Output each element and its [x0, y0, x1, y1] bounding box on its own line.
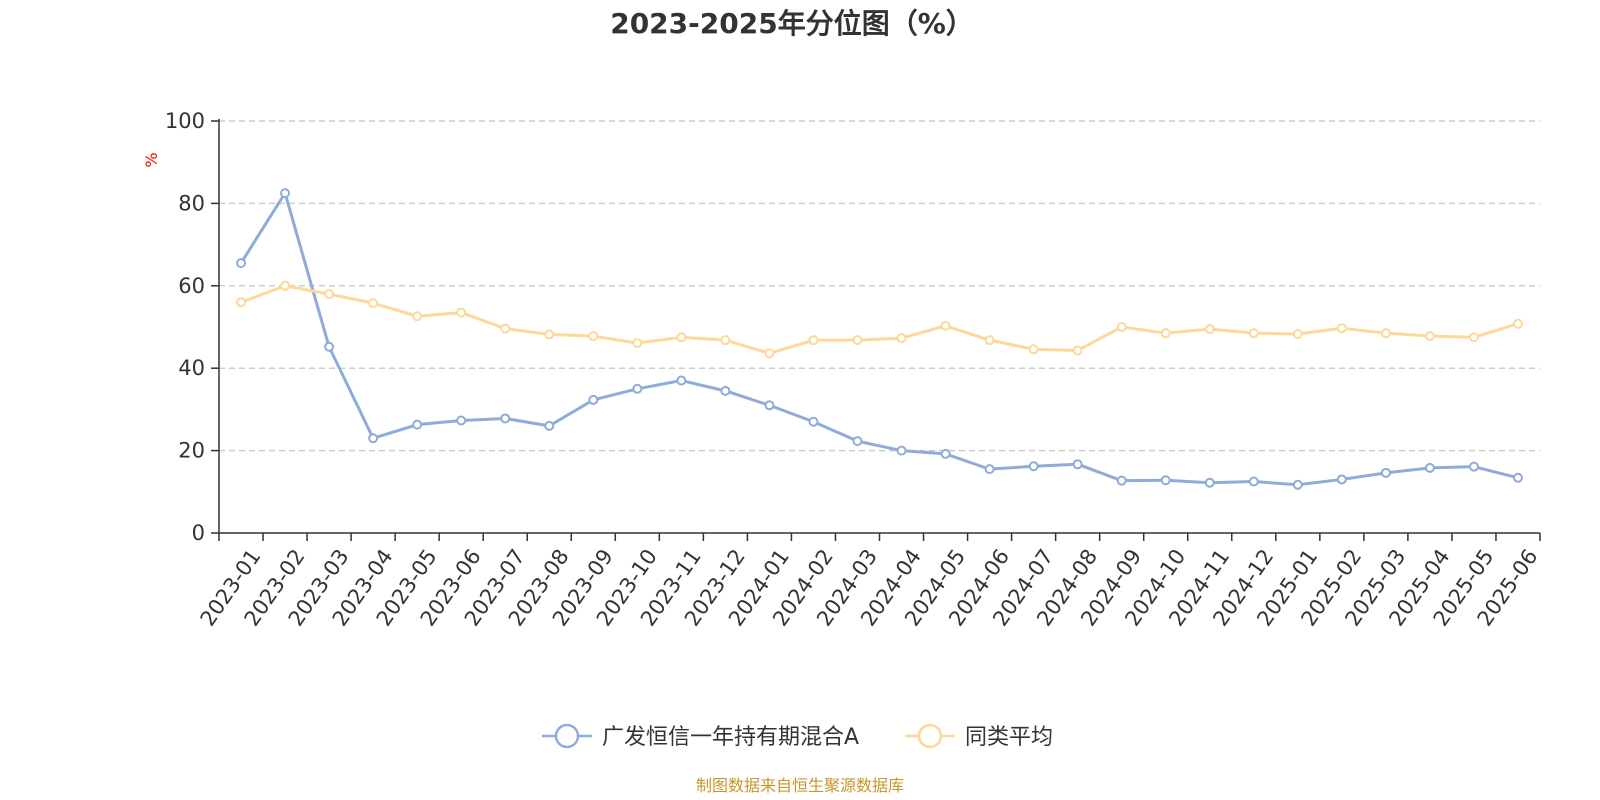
y-axis-unit: %	[142, 152, 161, 167]
data-point[interactable]	[1336, 474, 1347, 485]
data-point[interactable]	[324, 341, 335, 352]
data-point[interactable]	[1160, 328, 1171, 339]
data-point[interactable]	[412, 419, 423, 430]
y-tick-label: 40	[178, 356, 205, 380]
data-point[interactable]	[588, 394, 599, 405]
data-point[interactable]	[1292, 479, 1303, 490]
legend-label: 广发恒信一年持有期混合A	[602, 725, 859, 750]
data-point[interactable]	[852, 436, 863, 447]
data-point[interactable]	[280, 280, 291, 291]
series-lines	[236, 188, 1523, 490]
legend-item[interactable]: 同类平均	[905, 723, 1053, 750]
axes: 0204060801002023-012023-022023-032023-04…	[165, 109, 1543, 630]
data-point[interactable]	[852, 335, 863, 346]
data-point[interactable]	[1512, 318, 1523, 329]
y-tick-label: 20	[178, 439, 205, 463]
data-point[interactable]	[324, 289, 335, 300]
data-point[interactable]	[1116, 322, 1127, 332]
data-point[interactable]	[940, 448, 951, 459]
data-point[interactable]	[896, 445, 907, 456]
data-point[interactable]	[456, 415, 467, 426]
legend[interactable]: 广发恒信一年持有期混合A 同类平均	[542, 723, 1053, 750]
data-point[interactable]	[1512, 472, 1523, 483]
series-line	[239, 191, 1519, 487]
data-point[interactable]	[236, 258, 247, 269]
y-tick-label: 80	[178, 191, 205, 215]
data-point[interactable]	[1072, 459, 1083, 470]
data-point[interactable]	[984, 464, 995, 475]
y-tick-label: 0	[192, 521, 205, 545]
data-point[interactable]	[412, 311, 423, 322]
data-point[interactable]	[368, 298, 379, 309]
legend-item[interactable]: 广发恒信一年持有期混合A	[542, 723, 859, 750]
data-point[interactable]	[1468, 461, 1479, 472]
data-point[interactable]	[632, 383, 643, 394]
data-point[interactable]	[1424, 462, 1435, 473]
series-2	[236, 280, 1523, 359]
data-point[interactable]	[720, 385, 731, 396]
data-point[interactable]	[1072, 345, 1083, 356]
legend-marker	[917, 723, 943, 749]
data-point[interactable]	[1380, 328, 1391, 339]
data-point[interactable]	[720, 335, 731, 346]
data-point[interactable]	[896, 333, 907, 344]
data-point[interactable]	[456, 307, 467, 318]
y-tick-label: 60	[178, 274, 205, 298]
grid-lines	[219, 120, 1540, 452]
data-point[interactable]	[368, 433, 379, 444]
data-point[interactable]	[1204, 477, 1215, 488]
data-point[interactable]	[1028, 461, 1039, 472]
data-point[interactable]	[1248, 328, 1259, 339]
data-point[interactable]	[280, 188, 291, 199]
data-point[interactable]	[764, 400, 775, 411]
data-point[interactable]	[632, 338, 643, 349]
data-point[interactable]	[1248, 476, 1259, 487]
data-point[interactable]	[984, 335, 995, 346]
data-point[interactable]	[1336, 323, 1347, 334]
data-point[interactable]	[1028, 344, 1039, 355]
data-point[interactable]	[676, 332, 687, 343]
data-point[interactable]	[808, 335, 819, 346]
series-line	[240, 284, 1519, 355]
data-point[interactable]	[808, 416, 819, 427]
data-point[interactable]	[1424, 331, 1435, 342]
data-point[interactable]	[1116, 475, 1127, 486]
data-point[interactable]	[764, 348, 775, 359]
chart-title: 2023-2025年分位图（%）	[610, 7, 974, 40]
data-point[interactable]	[1160, 475, 1171, 486]
data-point[interactable]	[940, 320, 951, 331]
data-point[interactable]	[544, 420, 555, 431]
data-point[interactable]	[1468, 332, 1479, 343]
data-point[interactable]	[676, 375, 687, 386]
data-point[interactable]	[1380, 467, 1391, 478]
y-tick-label: 100	[165, 109, 205, 133]
data-point[interactable]	[1204, 324, 1215, 335]
source-note: 制图数据来自恒生聚源数据库	[696, 776, 904, 795]
legend-marker	[554, 723, 580, 749]
series-1	[236, 188, 1523, 490]
legend-label: 同类平均	[965, 725, 1053, 750]
data-point[interactable]	[236, 297, 247, 308]
data-point[interactable]	[544, 329, 555, 340]
data-point[interactable]	[500, 323, 511, 334]
data-point[interactable]	[588, 331, 599, 342]
data-point[interactable]	[1292, 329, 1303, 340]
data-point[interactable]	[500, 413, 511, 424]
